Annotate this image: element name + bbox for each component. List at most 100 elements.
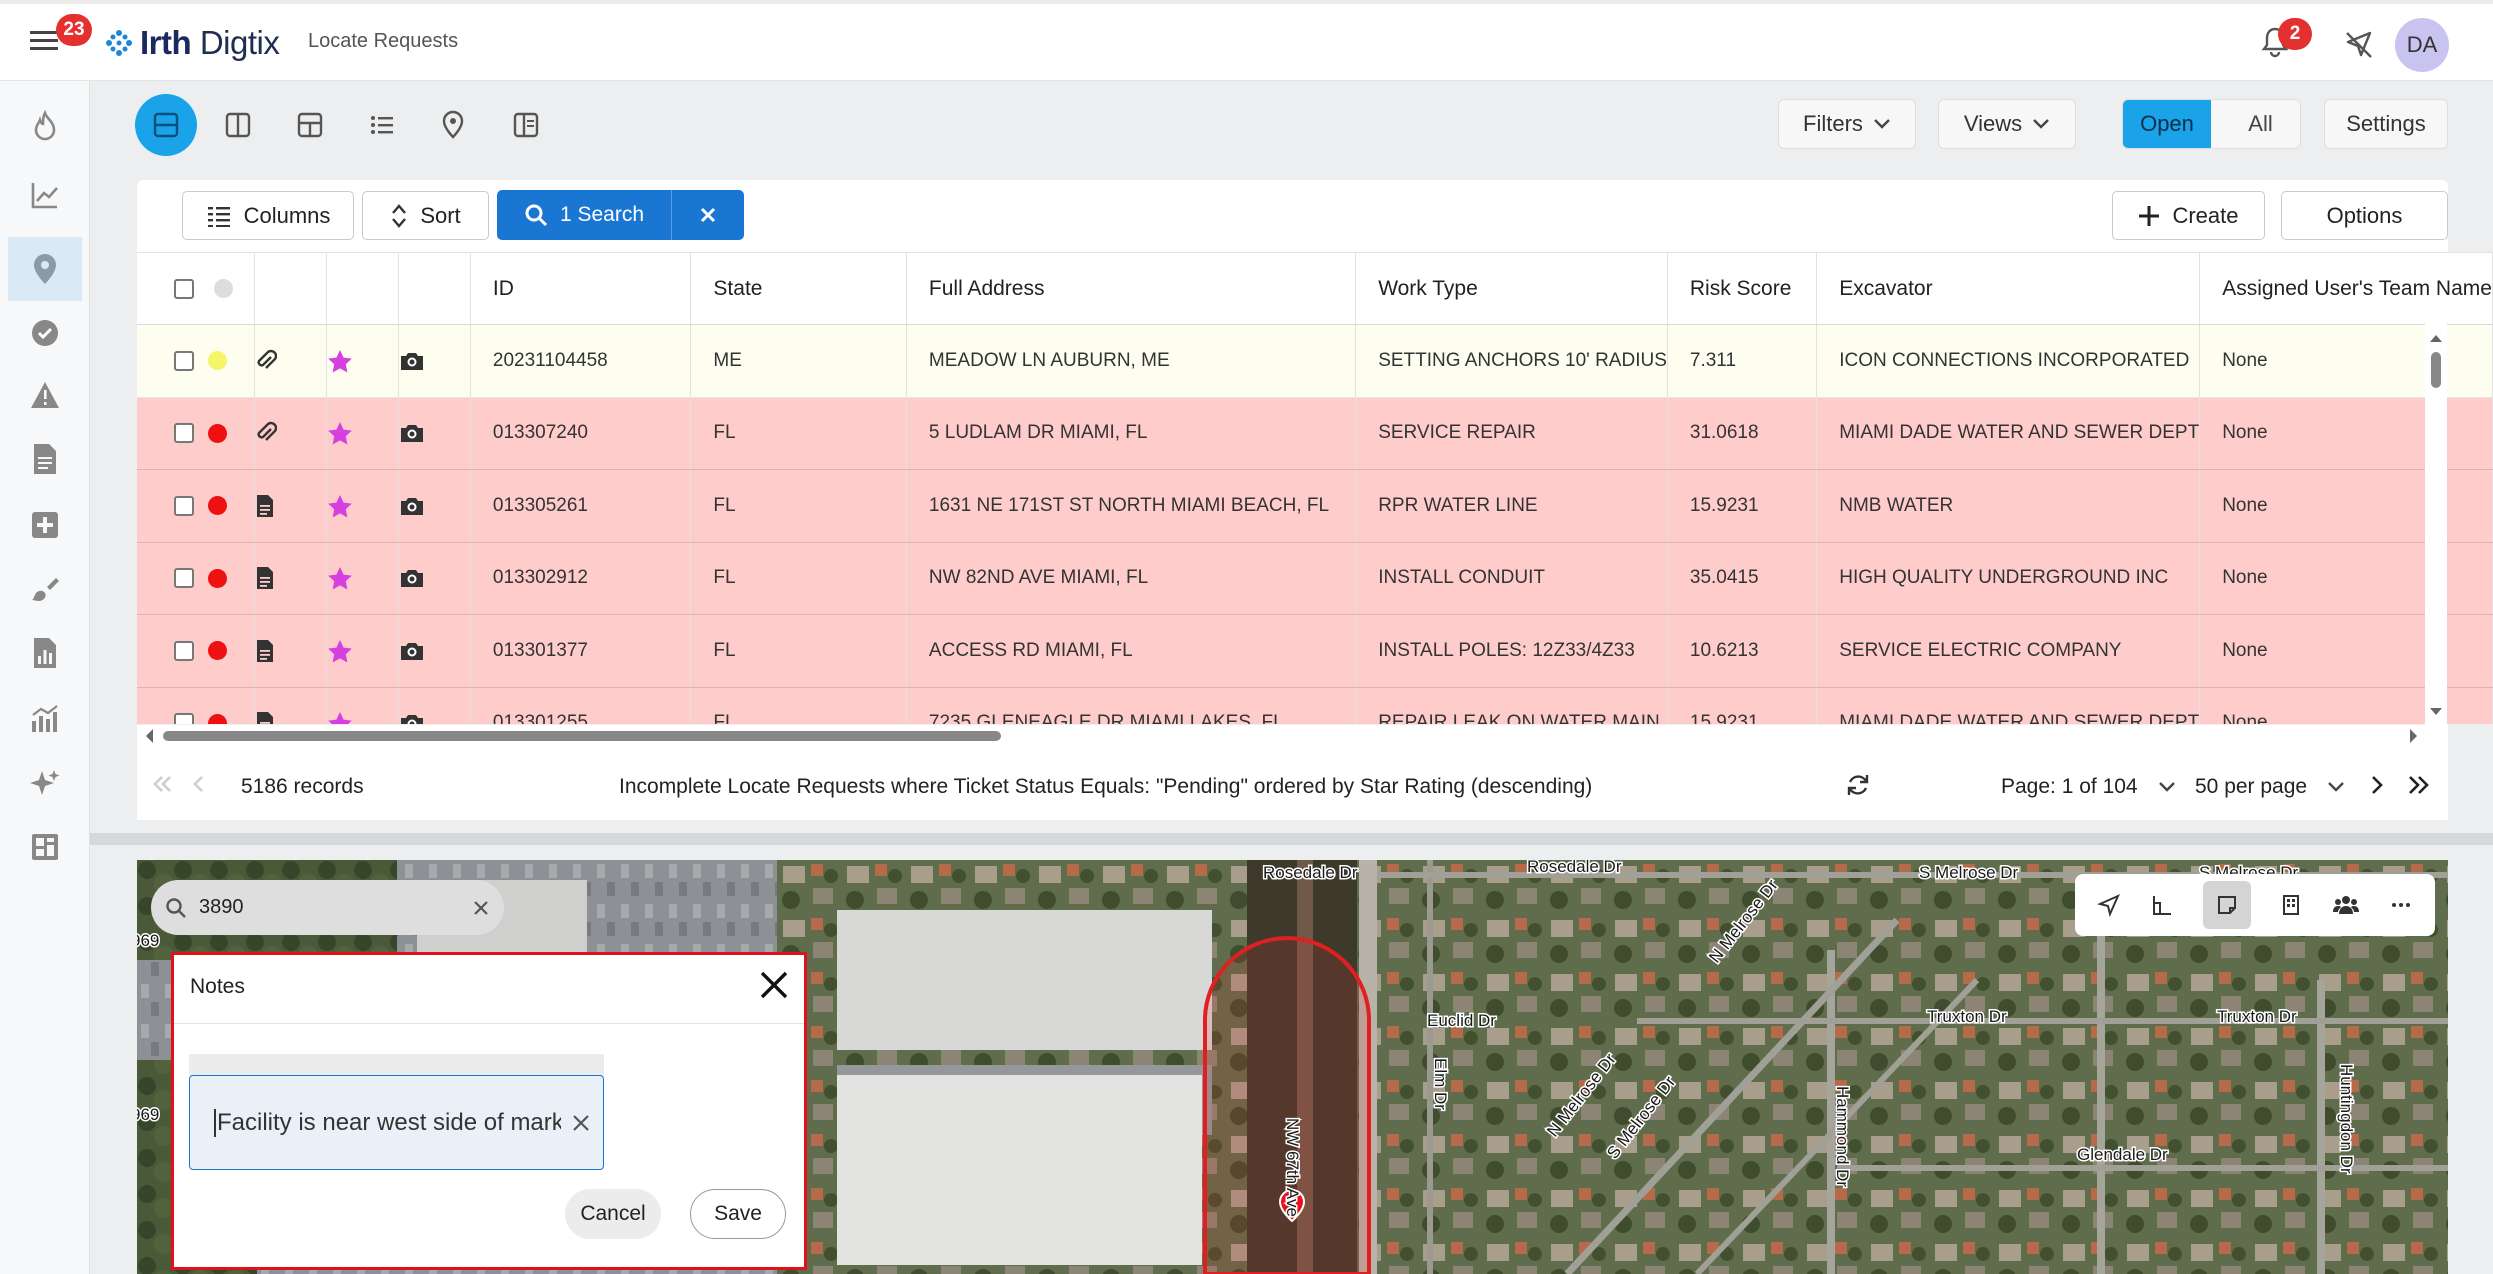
refresh-button[interactable] — [1845, 772, 1871, 798]
column-header-full-address[interactable]: Full Address — [906, 252, 1357, 325]
column-header-risk-score[interactable]: Risk Score — [1667, 252, 1818, 325]
sidebar-item-tools[interactable] — [8, 557, 82, 621]
table-row[interactable]: 013301377 FL ACCESS RD MIAMI, FL INSTALL PO… — [137, 614, 2493, 688]
photo-cell[interactable] — [398, 614, 471, 688]
row-checkbox[interactable] — [174, 495, 194, 516]
next-page-button[interactable] — [2370, 774, 2384, 796]
row-checkbox[interactable] — [174, 640, 194, 661]
table-row[interactable]: 013301255 FL 7235 GLENEAGLE DR MIAMI LAKES… — [137, 687, 2493, 724]
hamburger-menu-button[interactable] — [28, 26, 62, 60]
query-summary: Incomplete Locate Requests where Ticket … — [619, 775, 1593, 798]
more-horizontal-icon[interactable] — [2389, 893, 2413, 917]
attachment-cell[interactable] — [254, 324, 327, 398]
cell-state: FL — [690, 542, 907, 615]
navigate-icon[interactable] — [2097, 893, 2121, 917]
star-cell[interactable] — [326, 397, 399, 470]
select-all-checkbox[interactable] — [174, 278, 194, 299]
photo-cell[interactable] — [398, 687, 471, 724]
search-chip-button[interactable]: 1 Search — [497, 190, 672, 240]
star-cell[interactable] — [326, 614, 399, 688]
save-button[interactable]: Save — [690, 1189, 786, 1239]
row-checkbox[interactable] — [174, 568, 194, 589]
per-page-selector[interactable]: 50 per page — [2195, 775, 2345, 799]
measure-icon[interactable] — [2150, 893, 2174, 917]
star-cell[interactable] — [326, 469, 399, 543]
all-toggle-button[interactable]: All — [2248, 111, 2273, 136]
refresh-icon — [1847, 775, 1869, 795]
view-map-button[interactable] — [425, 97, 481, 153]
view-side-panel-button[interactable] — [498, 97, 554, 153]
sidebar-item-alerts[interactable] — [8, 363, 82, 427]
star-cell[interactable] — [326, 542, 399, 615]
sidebar-item-locate-requests[interactable] — [8, 237, 82, 301]
column-header-id[interactable]: ID — [470, 252, 692, 325]
sidebar-item-statistics[interactable] — [8, 687, 82, 751]
panel-resize-divider[interactable] — [90, 833, 2493, 845]
filters-dropdown[interactable]: Filters — [1778, 99, 1916, 149]
sidebar-item-documents[interactable] — [8, 427, 82, 491]
clear-map-search-icon[interactable] — [472, 899, 490, 917]
page-selector[interactable]: Page: 1 of 104 — [2001, 775, 2176, 799]
grid-horizontal-scrollbar[interactable] — [137, 724, 2425, 746]
app-header: 23 Irth Digtix Locate Requests 2 DA — [0, 0, 2493, 81]
photo-cell[interactable] — [398, 469, 471, 543]
sidebar-item-add[interactable] — [8, 493, 82, 557]
columns-button[interactable]: Columns — [182, 191, 354, 240]
note-input[interactable]: Facility is near west side of market — [189, 1075, 604, 1170]
grid-vertical-scrollbar[interactable] — [2425, 324, 2447, 724]
settings-button[interactable]: Settings — [2324, 99, 2448, 149]
column-header-assigned-team[interactable]: Assigned User's Team Name — [2199, 252, 2493, 325]
user-avatar[interactable]: DA — [2395, 18, 2449, 72]
sidebar-item-analytics[interactable] — [8, 163, 82, 227]
star-cell[interactable] — [326, 324, 399, 398]
first-page-button[interactable] — [151, 774, 173, 794]
table-row[interactable]: 013305261 FL 1631 NE 171ST ST NORTH MIAMI … — [137, 469, 2493, 543]
row-checkbox[interactable] — [174, 350, 194, 371]
sidebar-item-completed[interactable] — [8, 301, 82, 365]
building-icon[interactable] — [2279, 893, 2303, 917]
create-button[interactable]: Create — [2112, 191, 2265, 240]
table-row[interactable]: 20231104458 ME MEADOW LN AUBURN, ME SETTING… — [137, 324, 2493, 398]
open-toggle-button[interactable]: Open — [2123, 100, 2211, 148]
attachment-cell[interactable] — [254, 542, 327, 615]
location-off-button[interactable] — [2342, 28, 2376, 62]
view-split-vertical-button[interactable] — [210, 97, 266, 153]
photo-cell[interactable] — [398, 324, 471, 398]
table-row[interactable]: 013302912 FL NW 82ND AVE MIAMI, FL INSTALL … — [137, 542, 2493, 615]
row-checkbox[interactable] — [174, 423, 194, 444]
sidebar-item-dashboard[interactable] — [8, 815, 82, 879]
map-search-box[interactable]: 3890 — [151, 880, 504, 935]
attachment-cell[interactable] — [254, 469, 327, 543]
notes-tool-button[interactable] — [2202, 881, 2251, 929]
photo-cell[interactable] — [398, 542, 471, 615]
horizontal-scroll-track-icon — [146, 729, 2417, 743]
last-page-button[interactable] — [2407, 774, 2431, 796]
column-header-state[interactable]: State — [690, 252, 907, 325]
sidebar-item-ai[interactable] — [8, 751, 82, 815]
table-row[interactable]: 013307240 FL 5 LUDLAM DR MIAMI, FL SERVICE … — [137, 397, 2493, 470]
attachment-cell[interactable] — [254, 687, 327, 724]
views-dropdown[interactable]: Views — [1938, 99, 2076, 149]
star-cell[interactable] — [326, 687, 399, 724]
column-header-work-type[interactable]: Work Type — [1355, 252, 1668, 325]
photo-cell[interactable] — [398, 397, 471, 470]
sort-button[interactable]: Sort — [362, 191, 489, 240]
view-list-button[interactable] — [354, 97, 410, 153]
previous-page-button[interactable] — [191, 774, 205, 794]
cancel-button[interactable]: Cancel — [565, 1189, 661, 1239]
clear-search-button[interactable] — [672, 190, 744, 240]
row-checkbox[interactable] — [174, 713, 194, 724]
attachment-cell[interactable] — [254, 614, 327, 688]
column-header-excavator[interactable]: Excavator — [1816, 252, 2201, 325]
group-icon[interactable] — [2332, 893, 2360, 917]
attachment-cell[interactable] — [254, 397, 327, 470]
note-icon — [2217, 896, 2236, 914]
view-split-horizontal-button[interactable] — [135, 94, 197, 156]
logo[interactable]: Irth Digtix — [104, 24, 280, 62]
clear-note-icon[interactable] — [571, 1113, 591, 1133]
sidebar-item-fire[interactable] — [8, 95, 82, 159]
view-grid-layout-button[interactable] — [282, 97, 338, 153]
notes-close-button[interactable] — [758, 969, 790, 1001]
options-button[interactable]: Options — [2281, 191, 2448, 240]
sidebar-item-reports[interactable] — [8, 621, 82, 685]
